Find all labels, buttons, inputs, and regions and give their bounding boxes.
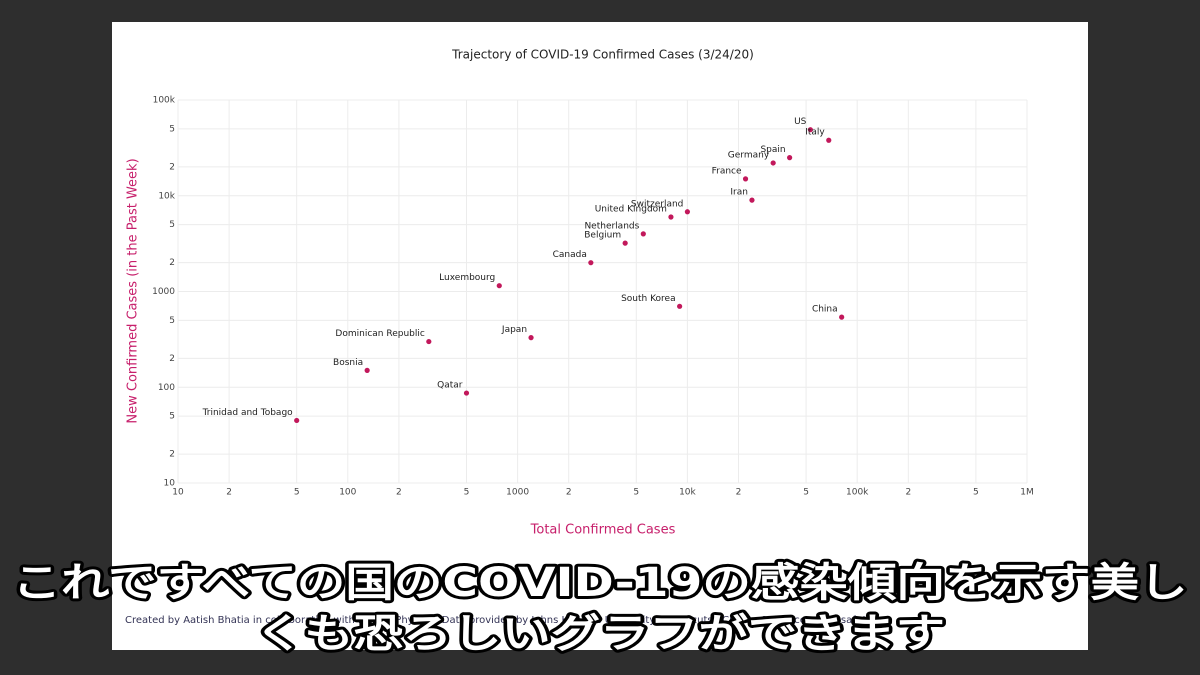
y-tick-label: 5 bbox=[169, 412, 175, 422]
card bbox=[112, 22, 1088, 650]
data-point bbox=[839, 314, 845, 320]
x-tick-label: 10 bbox=[172, 488, 184, 498]
x-tick-label: 2 bbox=[226, 488, 232, 498]
point-label: Dominican Republic bbox=[335, 329, 424, 339]
point-label: Switzerland bbox=[631, 199, 684, 209]
point-label: Netherlands bbox=[584, 221, 639, 231]
y-tick-label: 10 bbox=[164, 479, 176, 489]
y-tick-label: 10k bbox=[158, 191, 175, 201]
data-point bbox=[807, 127, 813, 133]
x-tick-label: 1M bbox=[1020, 488, 1034, 498]
point-label: United Kingdom bbox=[595, 204, 667, 214]
x-tick-label: 5 bbox=[803, 488, 809, 498]
x-tick-label: 100k bbox=[846, 488, 869, 498]
data-point bbox=[787, 155, 793, 161]
x-tick-label: 5 bbox=[294, 488, 300, 498]
footer: Created by Aatish Bhatia in collaboratio… bbox=[125, 615, 866, 626]
data-point bbox=[677, 303, 683, 309]
point-label: Germany bbox=[728, 150, 770, 160]
y-tick-label: 5 bbox=[169, 220, 175, 230]
data-point bbox=[684, 209, 691, 215]
data-point bbox=[622, 240, 628, 246]
x-tick-label: 10k bbox=[679, 488, 696, 498]
data-point bbox=[668, 214, 674, 220]
plot: 10 2 5 100 2 5 1000 2 5 10k 2 5 100k 2 5 1M 10 2 5 100 2 5 100… bbox=[152, 96, 1034, 498]
data-point bbox=[640, 231, 646, 237]
data-point bbox=[826, 137, 832, 143]
data-point bbox=[426, 338, 432, 345]
data-point bbox=[463, 390, 470, 396]
x-tick-label: 2 bbox=[736, 488, 742, 498]
x-axis-label: Total Confirmed Cases bbox=[530, 523, 676, 538]
x-tick-label: 2 bbox=[396, 488, 402, 498]
x-tick-label: 100 bbox=[339, 488, 356, 498]
point-label: Belgium bbox=[584, 231, 621, 241]
point-label: Spain bbox=[760, 145, 785, 155]
point-label: Iran bbox=[730, 188, 748, 198]
data-point bbox=[528, 335, 534, 341]
y-axis-label: New Confirmed Cases (in the Past Week) bbox=[126, 158, 141, 423]
point-label: Luxembourg bbox=[439, 273, 495, 283]
point-label: China bbox=[812, 305, 838, 315]
x-tick-label: 1000 bbox=[506, 488, 529, 498]
point-label: Trinidad and Tobago bbox=[202, 408, 294, 418]
x-tick-label: 5 bbox=[464, 488, 470, 498]
caption-line: これですべての国のCOVID-19の感染傾向を示す美し bbox=[13, 560, 1188, 606]
data-point bbox=[294, 417, 300, 424]
y-tick-label: 5 bbox=[169, 124, 175, 134]
x-tick-label: 5 bbox=[973, 488, 979, 498]
data-point bbox=[588, 260, 594, 266]
x-tick-label: 5 bbox=[633, 488, 639, 498]
y-tick-label: 100k bbox=[153, 96, 176, 106]
y-tick-label: 5 bbox=[169, 316, 175, 326]
data-point bbox=[496, 283, 502, 289]
x-tick-label: 2 bbox=[566, 488, 572, 498]
point-label: South Korea bbox=[621, 294, 676, 304]
data-point bbox=[770, 160, 776, 166]
point-label: Japan bbox=[501, 325, 527, 335]
point-label: Bosnia bbox=[333, 358, 363, 368]
y-tick-label: 2 bbox=[169, 258, 175, 268]
data-point bbox=[749, 197, 755, 203]
point-label: Canada bbox=[553, 250, 587, 260]
point-label: France bbox=[712, 166, 742, 176]
caption-line: くも恐ろしいグラフができます bbox=[255, 611, 945, 657]
point-label: Qatar bbox=[437, 381, 463, 391]
y-tick-label: 2 bbox=[169, 354, 175, 364]
y-tick-label: 2 bbox=[169, 450, 175, 460]
data-point bbox=[364, 367, 370, 373]
y-tick-label: 2 bbox=[169, 162, 175, 172]
x-tick-label: 2 bbox=[905, 488, 911, 498]
y-tick-label: 1000 bbox=[152, 287, 175, 297]
point-label: US bbox=[794, 117, 807, 127]
data-point bbox=[742, 176, 749, 182]
y-tick-label: 100 bbox=[158, 383, 175, 393]
chart-title: Trajectory of COVID-19 Confirmed Cases (… bbox=[451, 48, 754, 62]
point-label: Italy bbox=[805, 128, 825, 138]
